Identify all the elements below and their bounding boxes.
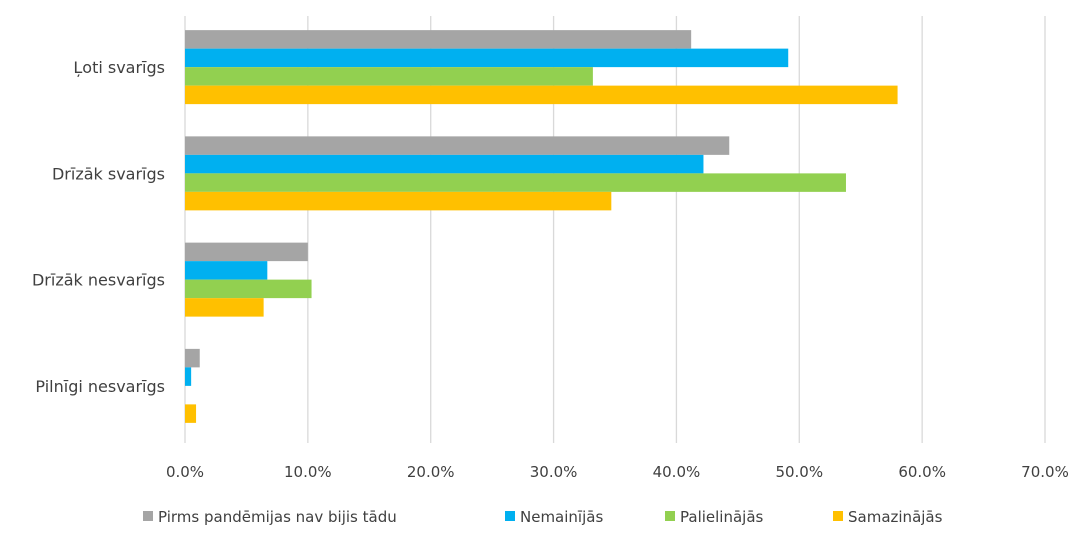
bar [185,154,704,174]
x-tick-label: 20.0% [407,463,455,481]
bar [185,85,898,105]
x-tick-label: 50.0% [775,463,823,481]
legend-label: Pirms pandēmijas nav bijis tādu [158,508,397,526]
bar [185,191,612,211]
legend-swatch [143,511,153,521]
legend-swatch [833,511,843,521]
bar [185,173,846,192]
bar [185,261,268,280]
bar [185,298,264,317]
x-tick-label: 60.0% [898,463,946,481]
category-labels: Ļoti svarīgs Drīzāk svarīgs Drīzāk nesvarī… [32,58,165,396]
x-tick-label: 0.0% [166,463,204,481]
bar [185,30,692,49]
x-tick-labels: 0.0% 10.0% 20.0% 30.0% 40.0% 50.0% 60.0% 70.0% [166,463,1069,481]
bar [185,404,197,423]
bar [185,48,789,68]
category-label: Drīzāk svarīgs [52,164,165,183]
legend-swatch [665,511,675,521]
bar [185,367,192,386]
legend-label: Palielinājās [680,508,764,526]
legend-label: Samazinājās [848,508,943,526]
x-tick-label: 30.0% [530,463,578,481]
x-tick-label: 70.0% [1021,463,1069,481]
category-label: Ļoti svarīgs [73,58,165,77]
x-tick-label: 10.0% [284,463,332,481]
legend: Pirms pandēmijas nav bijis tādu Nemainījā… [143,508,943,526]
legend-swatch [505,511,515,521]
bar [185,242,308,262]
bar [185,67,593,86]
bar [185,136,730,155]
bar [185,348,200,368]
x-tick-label: 40.0% [653,463,701,481]
category-label: Pilnīgi nesvarīgs [35,377,165,396]
legend-label: Nemainījās [520,508,603,526]
category-label: Drīzāk nesvarīgs [32,271,165,290]
bar [185,279,312,299]
bars [185,30,898,423]
